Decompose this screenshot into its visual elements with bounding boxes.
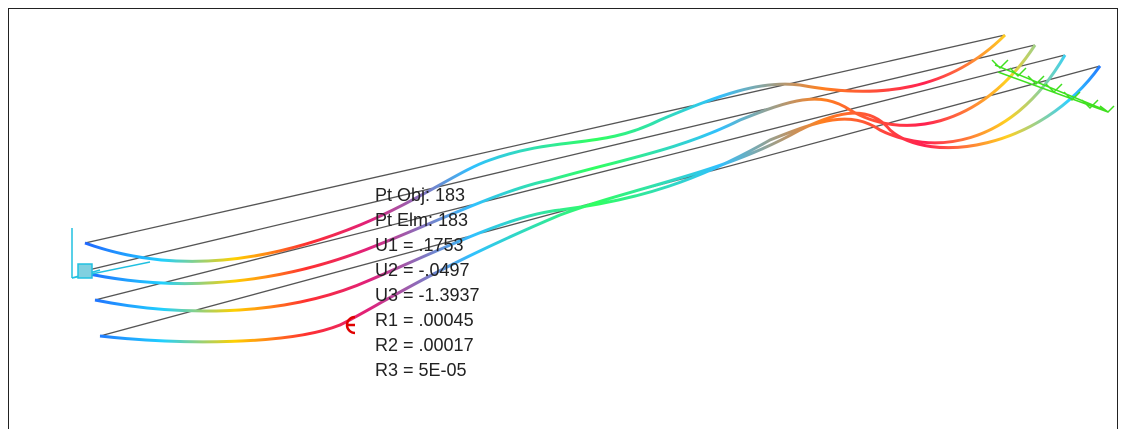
tooltip-line: R1 = .00045 bbox=[375, 310, 474, 330]
tooltip-line: U2 = -.0497 bbox=[375, 260, 470, 280]
deformed-shape bbox=[79, 33, 1102, 344]
tooltip-line: R2 = .00017 bbox=[375, 335, 474, 355]
selection-marker bbox=[345, 315, 356, 335]
tooltip-line: U3 = -1.3937 bbox=[375, 285, 480, 305]
tooltip-line: Pt Elm: 183 bbox=[375, 210, 468, 230]
tooltip-line: U1 = .1753 bbox=[375, 235, 464, 255]
axis-icon bbox=[71, 228, 151, 279]
undeformed-lines bbox=[79, 34, 1101, 337]
supports bbox=[991, 59, 1115, 113]
tooltip-line: R3 = 5E-05 bbox=[375, 360, 467, 380]
tooltip-line: Pt Obj: 183 bbox=[375, 185, 465, 205]
tooltip: Pt Obj: 183 Pt Elm: 183 U1 = .1753 U2 = … bbox=[375, 185, 480, 380]
